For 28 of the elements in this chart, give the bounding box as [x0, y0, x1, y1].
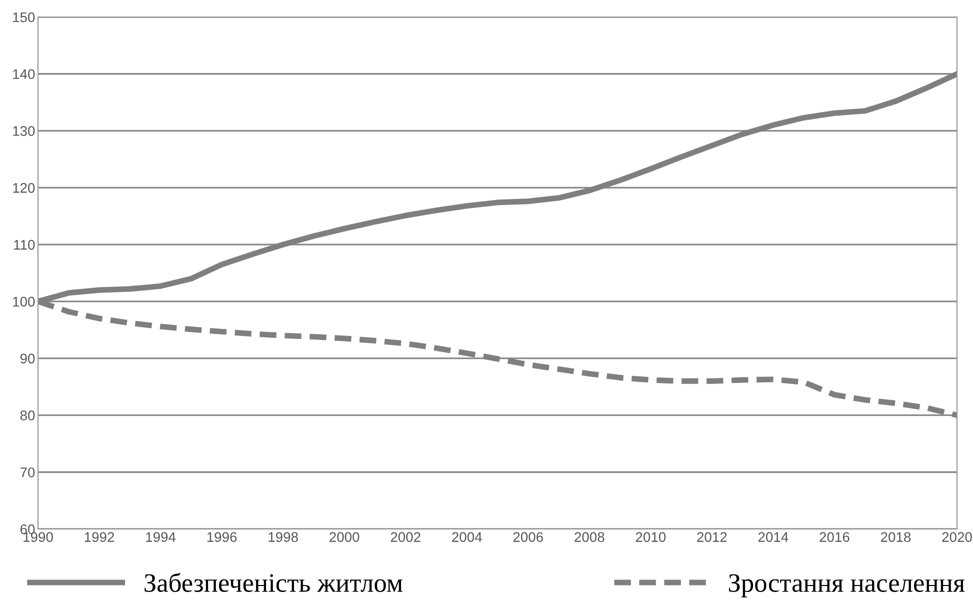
y-tick-label: 140: [13, 69, 35, 80]
y-tick-label: 150: [13, 12, 35, 22]
x-tick-label: 2002: [390, 532, 420, 542]
x-tick-label: 1994: [146, 532, 176, 542]
x-tick-label: 2000: [330, 532, 360, 542]
x-tick-label: 2012: [697, 532, 727, 542]
x-tick-label: 2020: [942, 532, 972, 542]
legend-label: Зростання населення: [728, 574, 965, 598]
x-tick-label: 2018: [880, 532, 911, 542]
x-tick-label: 2004: [452, 532, 482, 542]
x-tick-label: 2008: [574, 532, 604, 542]
x-tick-label: 2014: [758, 532, 788, 542]
y-tick-label: 90: [20, 354, 35, 364]
x-tick-label: 1996: [207, 532, 237, 542]
legend-label: Забезпеченість житлом: [144, 572, 402, 592]
x-tick-label: 1992: [84, 532, 114, 542]
x-tick-label: 1990: [24, 532, 53, 542]
y-tick-label: 130: [13, 126, 35, 136]
x-tick-label: 2006: [513, 532, 543, 542]
y-tick-label: 100: [13, 296, 35, 307]
y-tick-label: 80: [20, 410, 35, 420]
x-tick-label: 1998: [268, 532, 298, 542]
y-tick-label: 60: [20, 524, 35, 534]
y-tick-label: 70: [20, 467, 35, 478]
x-tick-label: 2010: [636, 532, 666, 542]
y-tick-label: 110: [14, 240, 35, 250]
y-tick-label: 120: [13, 183, 35, 193]
x-tick-label: 2016: [820, 532, 850, 542]
